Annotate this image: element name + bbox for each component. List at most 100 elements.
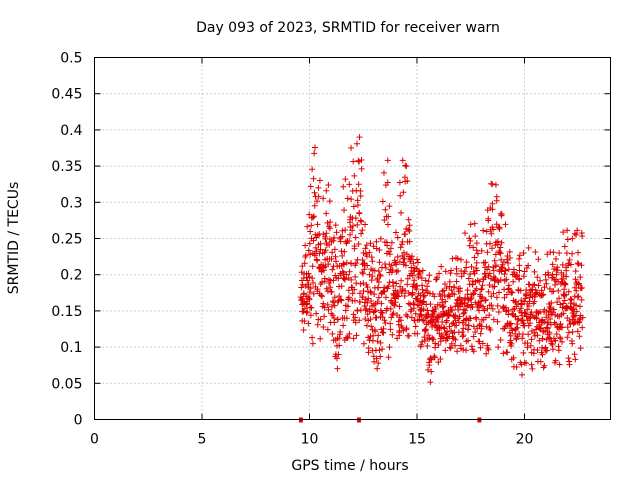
data-point bbox=[328, 303, 335, 310]
data-point bbox=[340, 322, 347, 329]
data-point bbox=[489, 200, 496, 207]
data-point bbox=[368, 254, 375, 261]
data-point bbox=[506, 248, 513, 255]
data-point bbox=[443, 317, 450, 324]
data-point bbox=[486, 270, 493, 277]
data-point bbox=[573, 308, 580, 315]
data-point bbox=[462, 307, 469, 314]
data-point bbox=[299, 295, 306, 302]
data-point bbox=[374, 365, 381, 372]
data-point bbox=[463, 347, 470, 354]
data-point bbox=[565, 260, 572, 267]
data-point bbox=[553, 330, 560, 337]
data-point bbox=[463, 264, 470, 271]
data-point bbox=[359, 293, 366, 300]
data-point bbox=[375, 284, 382, 291]
data-point bbox=[331, 302, 338, 309]
data-point bbox=[506, 285, 513, 292]
data-point bbox=[454, 348, 461, 355]
data-point bbox=[571, 284, 578, 291]
data-point bbox=[502, 267, 509, 274]
data-point bbox=[368, 277, 375, 284]
data-point bbox=[477, 330, 484, 337]
data-point bbox=[417, 311, 424, 318]
data-point bbox=[389, 331, 396, 338]
data-point bbox=[395, 293, 402, 300]
data-point bbox=[541, 284, 548, 291]
data-point bbox=[446, 323, 453, 330]
data-point bbox=[497, 250, 504, 257]
data-point bbox=[532, 290, 539, 297]
data-point bbox=[309, 166, 316, 173]
data-point bbox=[569, 250, 576, 257]
data-point bbox=[347, 231, 354, 238]
data-point bbox=[387, 326, 394, 333]
data-point bbox=[504, 349, 511, 356]
data-point bbox=[576, 319, 583, 326]
data-point bbox=[514, 272, 521, 279]
data-point bbox=[536, 321, 543, 328]
data-point bbox=[380, 325, 387, 332]
data-point bbox=[311, 189, 318, 196]
data-point bbox=[533, 314, 540, 321]
data-point bbox=[559, 338, 566, 345]
data-point bbox=[384, 242, 391, 249]
data-point bbox=[491, 257, 498, 264]
data-point bbox=[486, 240, 493, 247]
data-point bbox=[302, 252, 309, 259]
data-point bbox=[539, 335, 546, 342]
data-point bbox=[328, 255, 335, 262]
data-point bbox=[466, 242, 473, 249]
data-point bbox=[320, 195, 327, 202]
data-point bbox=[350, 158, 357, 165]
data-point bbox=[458, 297, 465, 304]
data-point bbox=[492, 181, 499, 188]
data-point bbox=[392, 229, 399, 236]
data-point bbox=[336, 331, 343, 338]
data-point bbox=[578, 296, 585, 303]
data-point bbox=[459, 329, 466, 336]
data-point bbox=[381, 288, 388, 295]
data-point bbox=[494, 302, 501, 309]
data-point bbox=[428, 356, 435, 363]
data-point bbox=[431, 354, 438, 361]
data-point bbox=[490, 316, 497, 323]
data-point bbox=[343, 259, 350, 266]
data-point bbox=[315, 193, 322, 200]
data-point bbox=[554, 299, 561, 306]
data-point bbox=[411, 301, 418, 308]
data-point bbox=[363, 242, 370, 249]
data-point bbox=[469, 281, 476, 288]
data-point bbox=[351, 172, 358, 179]
data-point bbox=[338, 283, 345, 290]
data-point bbox=[352, 234, 359, 241]
data-point bbox=[507, 254, 514, 261]
data-point bbox=[375, 278, 382, 285]
data-point bbox=[310, 214, 317, 221]
data-point bbox=[425, 278, 432, 285]
data-point bbox=[446, 344, 453, 351]
data-point bbox=[554, 267, 561, 274]
data-point bbox=[393, 261, 400, 268]
data-point bbox=[365, 345, 372, 352]
data-point bbox=[570, 312, 577, 319]
data-point bbox=[504, 259, 511, 266]
data-point bbox=[521, 309, 528, 316]
data-point bbox=[331, 319, 338, 326]
data-point bbox=[531, 332, 538, 339]
data-point bbox=[566, 317, 573, 324]
data-point bbox=[573, 231, 580, 238]
data-point bbox=[308, 222, 315, 229]
data-point bbox=[508, 340, 515, 347]
data-point bbox=[326, 236, 333, 243]
y-tick-label: 0.2 bbox=[60, 268, 82, 284]
data-point bbox=[575, 280, 582, 287]
data-point bbox=[368, 323, 375, 330]
data-point bbox=[337, 238, 344, 245]
data-point bbox=[448, 306, 455, 313]
data-point bbox=[490, 267, 497, 274]
data-point bbox=[503, 276, 510, 283]
data-point bbox=[390, 283, 397, 290]
data-point bbox=[354, 256, 361, 263]
data-point bbox=[526, 294, 533, 301]
